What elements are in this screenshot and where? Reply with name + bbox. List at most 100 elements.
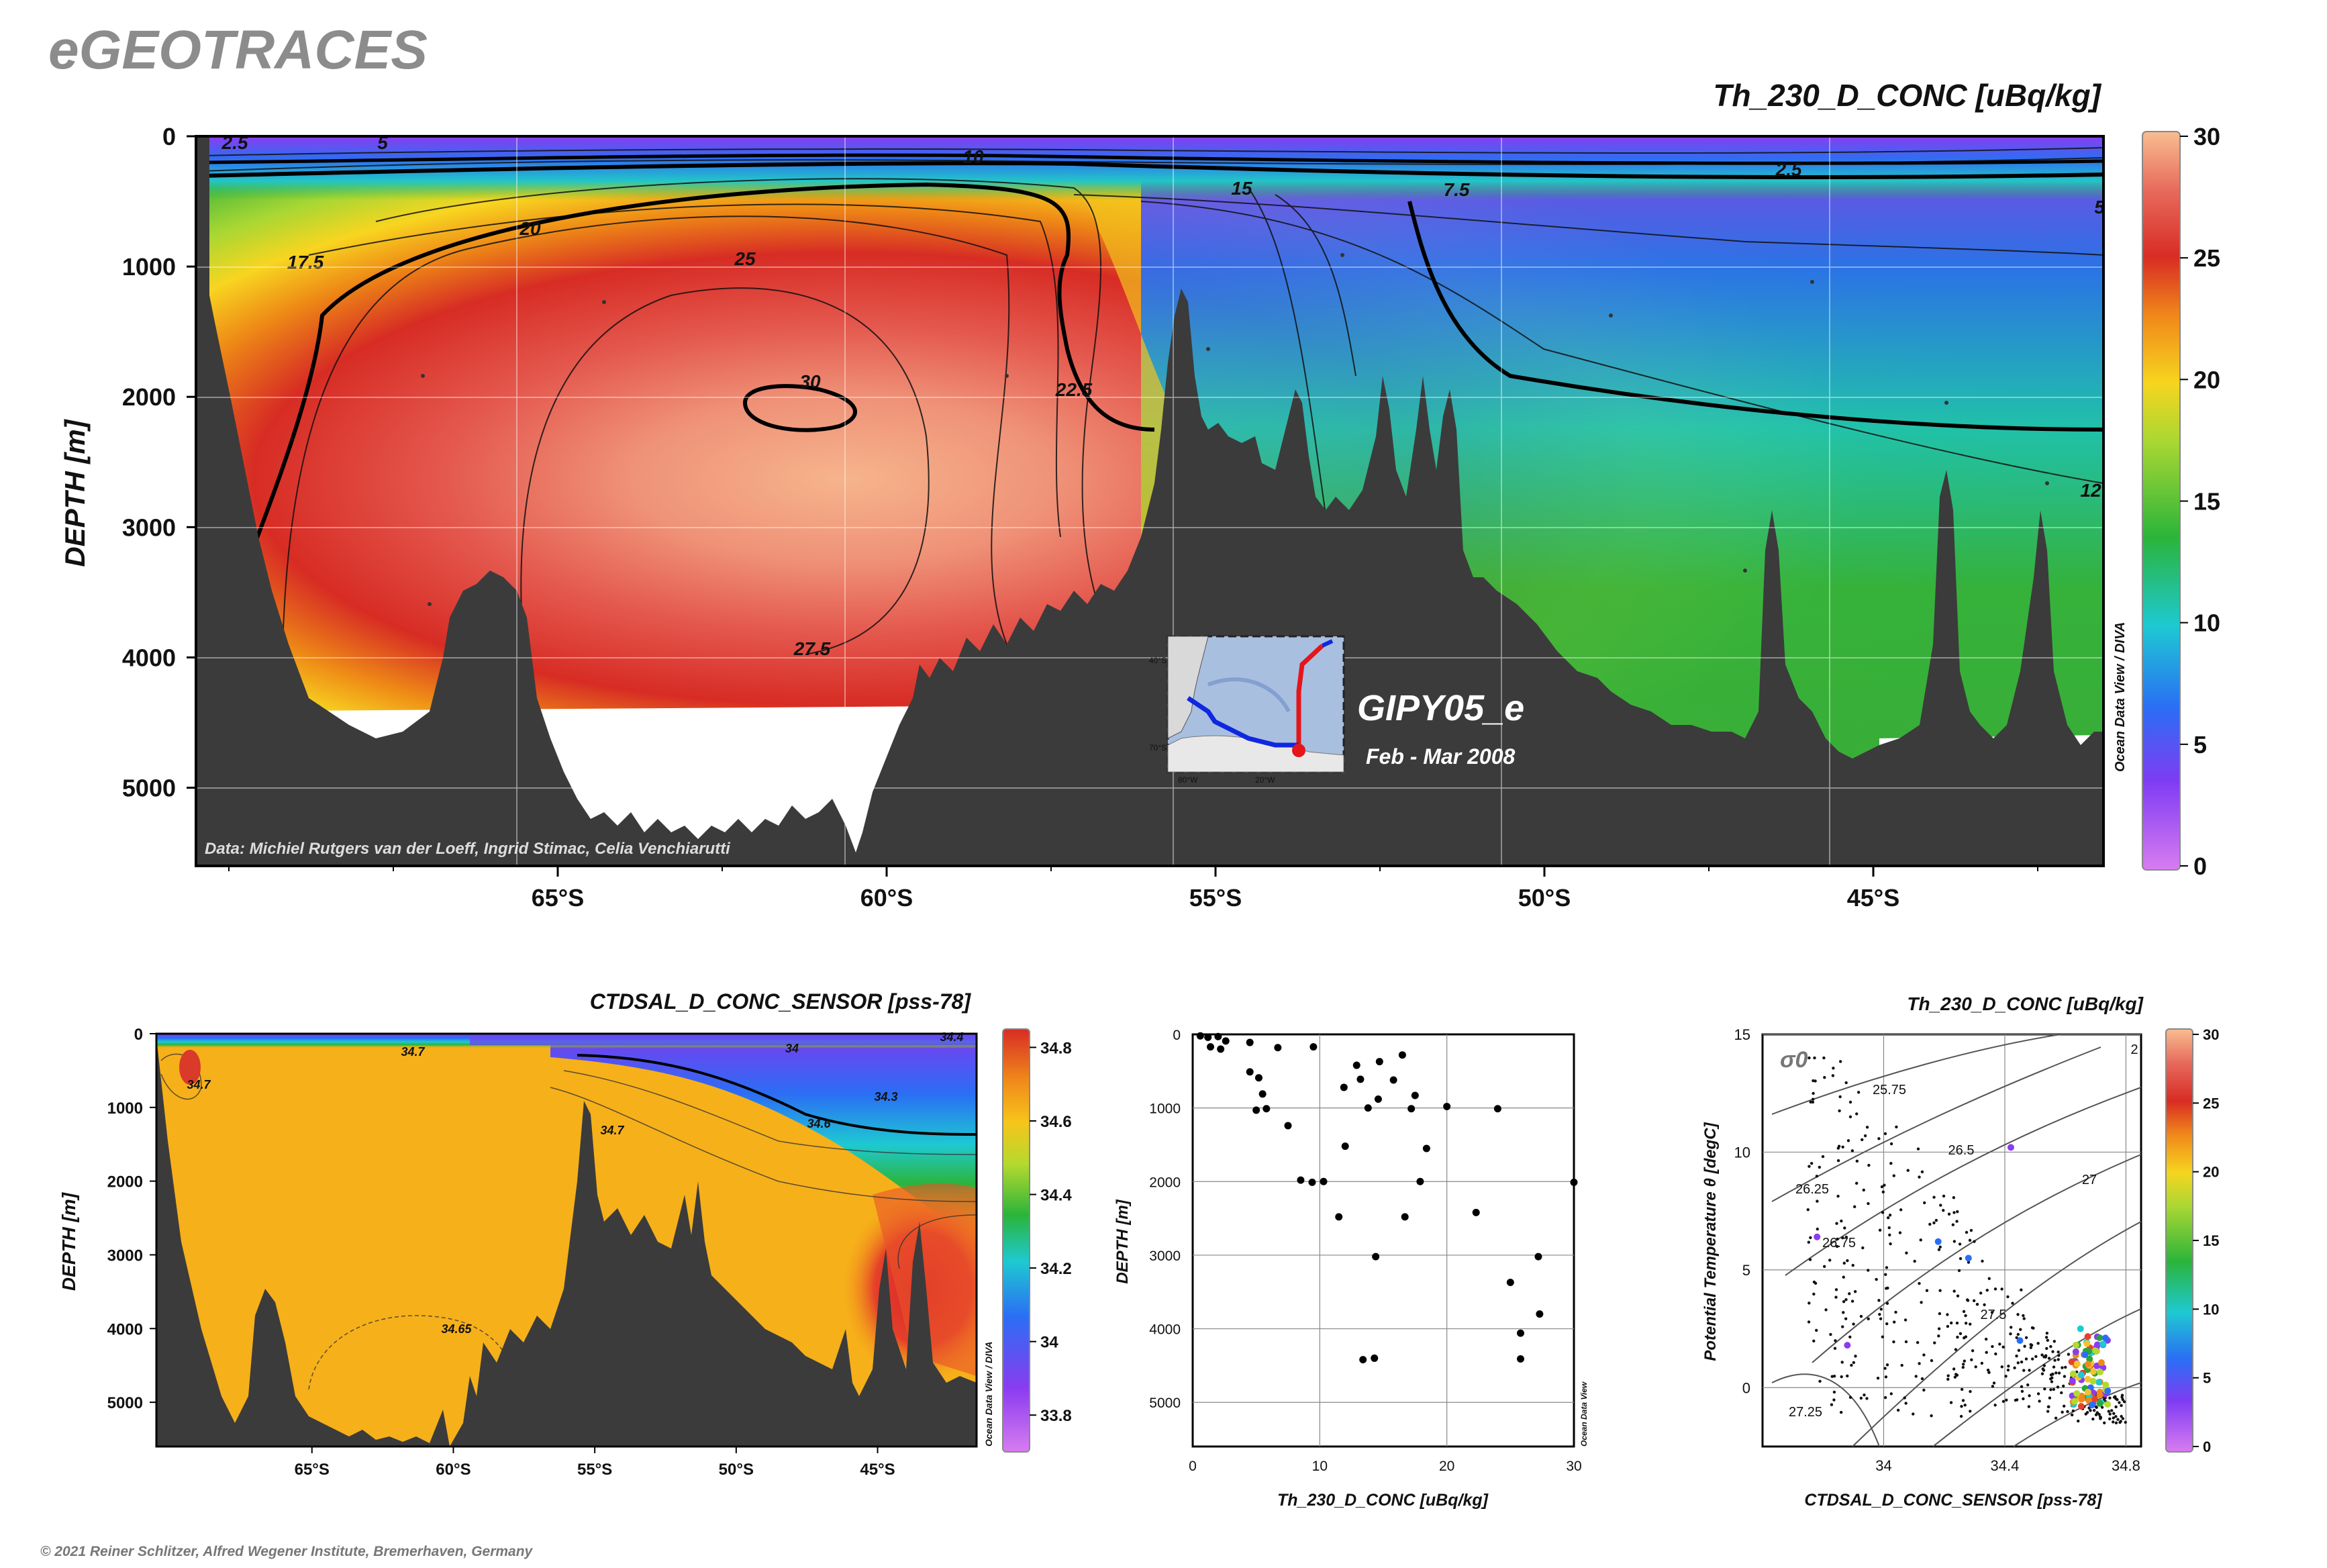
- ctd-point: [1904, 1402, 1908, 1405]
- profile-point: [1472, 1208, 1480, 1216]
- ctd-point: [2067, 1353, 2071, 1356]
- ctd-point: [2107, 1410, 2111, 1413]
- salinity-y-tick-label: 2000: [107, 1173, 143, 1191]
- ctd-point: [1993, 1404, 1997, 1407]
- ctd-point: [2053, 1359, 2057, 1362]
- ctd-point: [1889, 1392, 1893, 1395]
- salinity-watermark: Ocean Data View / DIVA: [983, 1342, 994, 1447]
- th-sample-point: [2089, 1377, 2097, 1385]
- ctd-point: [2024, 1357, 2028, 1361]
- ctd-point: [1960, 1405, 1963, 1408]
- ctd-point: [1886, 1216, 1890, 1220]
- salinity-contour-label: 34.7: [401, 1045, 425, 1059]
- ctd-point: [1980, 1361, 1984, 1365]
- ctd-point: [1919, 1238, 1922, 1242]
- ctd-point: [1830, 1375, 1834, 1378]
- profile-y-tick-label: 5000: [1149, 1395, 1181, 1411]
- ctd-point: [1863, 1134, 1867, 1138]
- main-y-tick-label: 0: [162, 123, 176, 150]
- ctd-point: [2112, 1420, 2115, 1424]
- ctd-point: [2050, 1380, 2054, 1383]
- ctd-point: [2116, 1398, 2119, 1402]
- th-sample-point: [2088, 1402, 2095, 1409]
- ctd-point: [1892, 1174, 1895, 1177]
- ctd-point: [1916, 1147, 1920, 1150]
- ctd-point: [1949, 1401, 1953, 1404]
- th-sample-point: [2077, 1371, 2085, 1379]
- ctd-point: [1991, 1344, 1994, 1349]
- salinity-cb-tick-label: 34.2: [1040, 1260, 1072, 1278]
- th-sample-point: [2077, 1325, 2084, 1332]
- ctd-point: [2006, 1368, 2010, 1372]
- ctd-point: [1985, 1288, 1989, 1292]
- ctd-point: [2032, 1326, 2035, 1330]
- profile-x-tick-label: 20: [1439, 1459, 1454, 1474]
- isopycnal-label: 25.75: [1873, 1083, 1906, 1097]
- th-sample-point: [2097, 1359, 2105, 1367]
- ctd-point: [1840, 1375, 1843, 1379]
- ctd-point: [1955, 1321, 1959, 1325]
- ctd-point: [1818, 1165, 1822, 1169]
- ctd-point: [1974, 1365, 1977, 1369]
- profile-point: [1262, 1105, 1271, 1113]
- ctd-point: [1987, 1371, 1991, 1374]
- salinity-y-tick-label: 5000: [107, 1394, 143, 1412]
- ctd-point: [1960, 1387, 1964, 1391]
- profile-point: [1411, 1091, 1419, 1099]
- profile-point: [1254, 1074, 1262, 1082]
- salinity-contour-labels: 34.7 34.7 34.7 34.65 34.6 34.3 34.4 34: [187, 1030, 963, 1336]
- ctd-point: [1918, 1175, 1921, 1179]
- ctd-point: [1832, 1398, 1836, 1402]
- salinity-x-tick-label: 65°S: [295, 1461, 330, 1479]
- isopycnal-labels: 25.75 26.25 26.5 26.75 27 27.5 27.25 2: [1789, 1042, 2138, 1420]
- ctd-point: [1881, 1335, 1885, 1338]
- ctd-point: [2010, 1326, 2013, 1329]
- ctd-point: [2063, 1375, 2067, 1378]
- ctd-point: [1966, 1299, 1970, 1302]
- salinity-title: CTDSAL_D_CONC_SENSOR [pss-78]: [590, 989, 972, 1014]
- ctd-point: [1959, 1414, 1963, 1418]
- salinity-contour-label: 34.7: [600, 1124, 624, 1137]
- ctd-point: [1898, 1231, 1902, 1234]
- th-sample-point: [1814, 1233, 1821, 1240]
- ctd-point: [2057, 1354, 2061, 1357]
- main-contour-label: 17.5: [287, 252, 324, 273]
- ctd-point: [1881, 1211, 1885, 1214]
- ctd-point: [2029, 1346, 2033, 1349]
- main-contour-label: 2.5: [1775, 159, 1802, 180]
- ctd-point: [1839, 1410, 1843, 1414]
- salinity-y-tick-label: 1000: [107, 1099, 143, 1118]
- ts-cb-tick-label: 15: [2203, 1232, 2219, 1249]
- isopycnal-label: 27.5: [1981, 1308, 2007, 1322]
- ctd-point: [1923, 1201, 1926, 1205]
- ctd-point: [1920, 1377, 1924, 1381]
- ctd-point: [1942, 1194, 1946, 1198]
- ctd-point: [2118, 1401, 2121, 1404]
- ctd-point: [1986, 1368, 1990, 1372]
- ctd-point: [1842, 1275, 1845, 1279]
- ctd-point: [1932, 1195, 1936, 1199]
- ts-cb-tick-label: 25: [2203, 1095, 2219, 1112]
- sigma-label: σ0: [1780, 1047, 1808, 1073]
- ctd-point: [1994, 1352, 1997, 1356]
- ctd-point: [2000, 1287, 2003, 1291]
- ctd-point: [1990, 1310, 1994, 1314]
- salinity-x-ticks: 65°S 60°S 55°S 50°S 45°S: [295, 1447, 895, 1479]
- ctd-point: [1903, 1318, 1908, 1322]
- profile-point: [1371, 1354, 1379, 1362]
- ctd-point: [2020, 1360, 2024, 1364]
- ctd-point: [2122, 1400, 2126, 1404]
- ctd-point: [2049, 1388, 2052, 1391]
- ctd-point: [1952, 1240, 1957, 1243]
- ctd-point: [1880, 1185, 1884, 1189]
- ctd-point: [2057, 1350, 2060, 1354]
- main-title: Th_230_D_CONC [uBq/kg]: [1713, 78, 2101, 113]
- ctd-point: [1968, 1238, 1972, 1242]
- ctd-point: [1888, 1214, 1892, 1217]
- ts-x-label: CTDSAL_D_CONC_SENSOR [pss-78]: [1804, 1491, 2103, 1510]
- ctd-point: [1831, 1074, 1835, 1077]
- ctd-point: [1961, 1399, 1965, 1402]
- ctd-point: [1815, 1328, 1818, 1332]
- th-sample-point: [2077, 1403, 2085, 1410]
- ctd-point: [2054, 1371, 2058, 1375]
